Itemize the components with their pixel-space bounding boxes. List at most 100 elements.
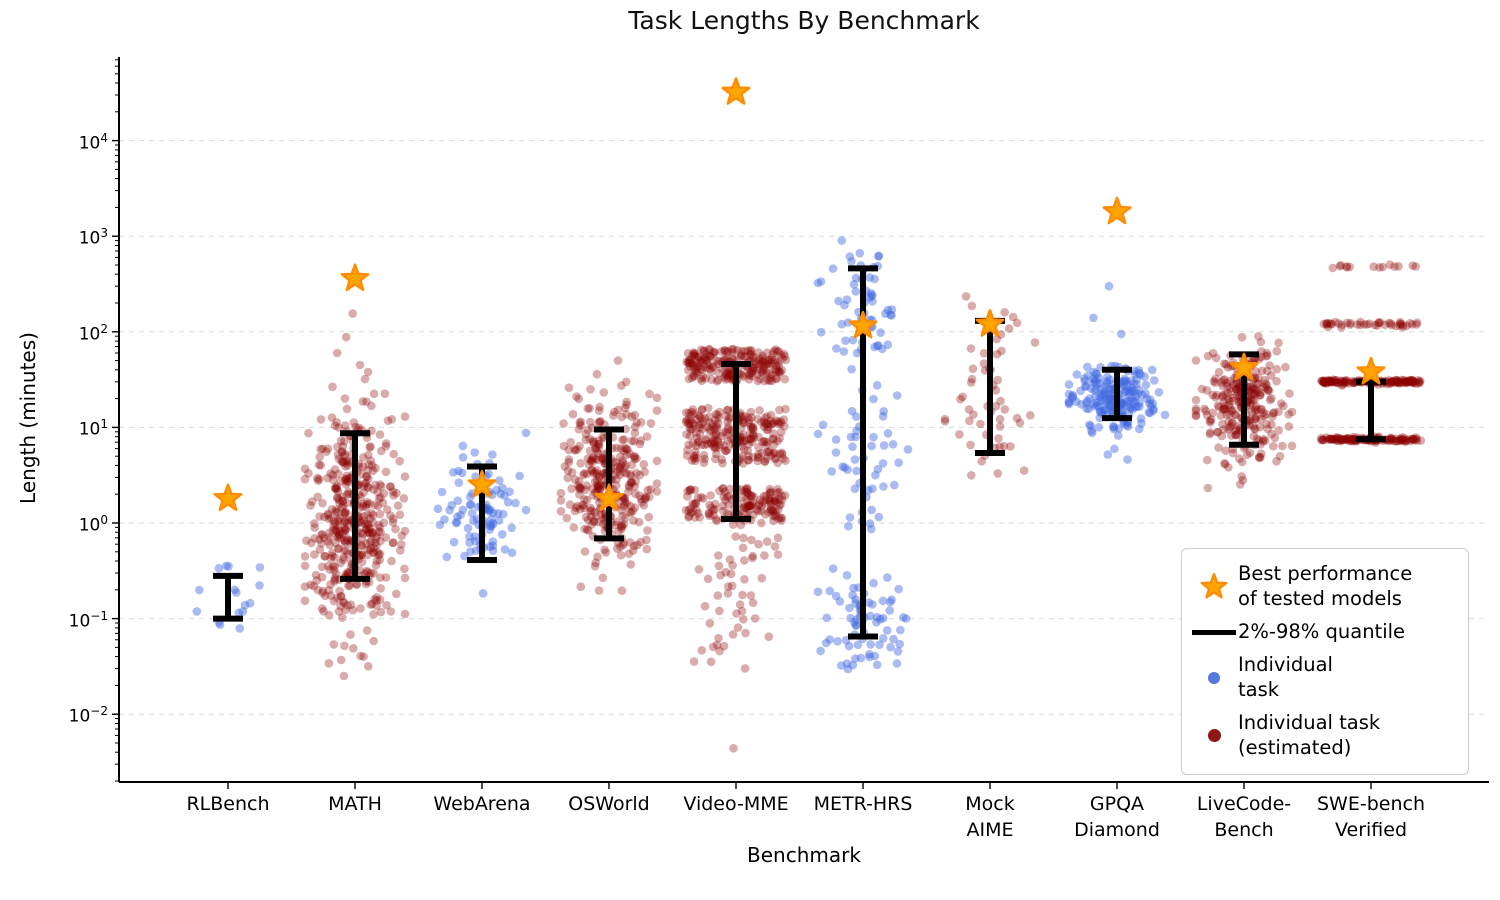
task-point (754, 539, 763, 549)
task-point (710, 504, 720, 514)
task-point (1228, 448, 1238, 458)
x-axis-label: Benchmark (747, 843, 861, 867)
task-point (749, 433, 759, 442)
task-point (1409, 376, 1418, 386)
x-tick-label-metr-hrs: METR-HRS (813, 793, 913, 815)
task-point (370, 595, 379, 604)
task-point (563, 473, 572, 483)
task-point (1356, 320, 1365, 330)
task-point (765, 446, 774, 456)
task-point (1227, 418, 1237, 428)
task-point (630, 503, 640, 512)
task-point (741, 628, 750, 638)
task-point (617, 520, 626, 529)
task-point (344, 516, 353, 525)
task-point (728, 520, 738, 529)
task-point (1106, 401, 1115, 411)
task-point (442, 552, 452, 562)
task-point (879, 441, 889, 450)
task-point (739, 437, 749, 446)
task-point (1097, 390, 1106, 399)
task-point (304, 469, 313, 478)
task-point (372, 541, 381, 551)
task-point (865, 519, 875, 528)
task-point (1137, 418, 1146, 428)
task-point (999, 442, 1009, 451)
task-point (760, 456, 770, 466)
task-point (744, 501, 753, 511)
task-point (632, 454, 641, 463)
task-point (630, 436, 639, 446)
task-point (766, 487, 775, 497)
task-point (699, 346, 709, 356)
task-point (838, 462, 847, 472)
task-point (396, 546, 405, 555)
task-point (601, 548, 611, 557)
task-point (620, 500, 629, 509)
task-point (1253, 379, 1262, 389)
legend-item-2-98-quantile: 2%-98% quantile (1190, 616, 1456, 649)
task-point (721, 495, 730, 505)
task-point (343, 550, 353, 559)
task-point (681, 417, 691, 427)
task-point (851, 432, 860, 442)
task-point (1208, 390, 1217, 400)
task-point (1118, 377, 1127, 386)
task-point (842, 571, 852, 580)
task-point (579, 503, 589, 513)
task-point (738, 459, 748, 468)
task-point (744, 346, 753, 355)
task-point (1408, 375, 1417, 385)
task-point (369, 548, 378, 558)
task-point (641, 492, 651, 501)
task-point (1387, 377, 1397, 386)
task-point (1206, 428, 1215, 437)
task-point (358, 499, 368, 509)
task-point (1080, 374, 1089, 383)
task-point (692, 441, 701, 451)
task-point (592, 469, 602, 479)
task-point (706, 657, 716, 667)
task-point (325, 540, 335, 550)
task-point (313, 476, 323, 485)
task-point (868, 600, 877, 609)
task-point (751, 360, 760, 369)
task-point (766, 451, 776, 460)
task-point (737, 423, 746, 432)
task-point (631, 477, 640, 486)
task-point (511, 498, 520, 508)
task-point (1120, 394, 1130, 404)
task-point (359, 652, 368, 661)
task-point (842, 295, 852, 305)
task-point (375, 595, 385, 605)
task-point (556, 507, 566, 516)
blue-dot-icon (1190, 671, 1238, 684)
task-point (341, 525, 350, 534)
task-point (1322, 319, 1331, 328)
task-point (626, 508, 636, 518)
task-point (585, 434, 594, 444)
task-point (343, 461, 353, 470)
task-point (310, 519, 319, 528)
task-point (760, 419, 770, 428)
task-point (738, 418, 748, 427)
task-point (779, 349, 789, 359)
task-point (618, 458, 628, 468)
task-point (1390, 262, 1399, 271)
task-point (224, 562, 233, 571)
task-point (1346, 318, 1355, 328)
task-point (1342, 434, 1351, 443)
task-point (1343, 433, 1353, 443)
task-point (851, 621, 860, 630)
task-point (869, 578, 878, 588)
task-point (1214, 402, 1224, 412)
task-point (705, 619, 715, 628)
task-point (304, 428, 313, 438)
task-point (618, 435, 627, 445)
task-point (1086, 421, 1095, 431)
task-point (1095, 407, 1105, 417)
task-point (708, 419, 717, 429)
task-point (1342, 263, 1352, 272)
task-point (682, 408, 691, 417)
task-point (1132, 379, 1141, 389)
